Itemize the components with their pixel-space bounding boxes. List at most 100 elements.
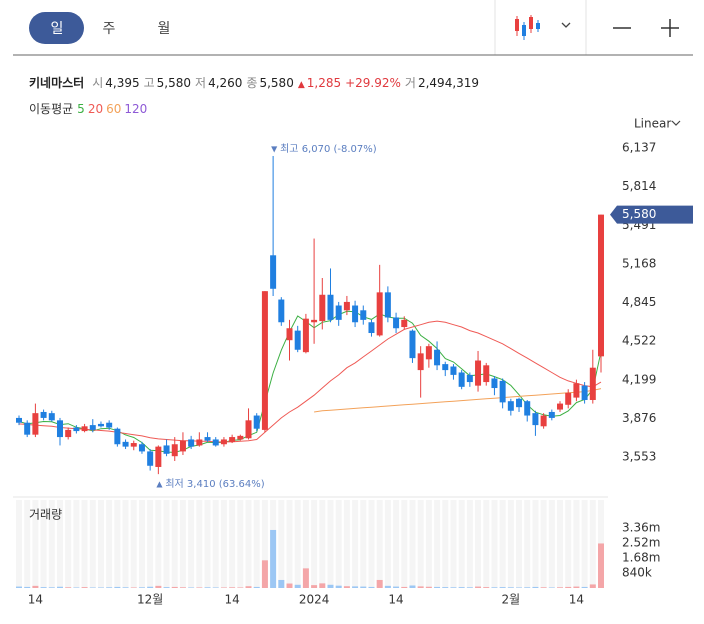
legend-title: 이동평균 [29, 102, 74, 116]
volume-bar [557, 587, 564, 588]
x-tick-label: 14 [224, 593, 239, 607]
legend-item: 60 [106, 102, 122, 116]
candle-body [245, 420, 252, 439]
volume-bar [565, 586, 572, 588]
volume-bar [573, 586, 580, 588]
volume-bar [450, 587, 457, 588]
scale-chevron[interactable] [671, 120, 681, 126]
volume-bar [56, 586, 63, 588]
candle-body [368, 322, 375, 334]
chart-type-chevron[interactable] [561, 22, 571, 28]
candle-body [89, 425, 96, 430]
volume-column-bg [360, 500, 367, 588]
candle-body [48, 413, 55, 421]
tab[interactable]: 주 [103, 21, 116, 37]
volume-column-bg [130, 500, 137, 588]
volume-column-bg [171, 500, 178, 588]
volume-column-bg [466, 500, 473, 588]
volume-bar [163, 587, 170, 588]
volume-bar [73, 587, 80, 588]
candle-body [97, 423, 104, 427]
volume-column-bg [147, 500, 154, 588]
zoom-in[interactable] [661, 19, 679, 37]
volume-bar [384, 585, 391, 588]
volume-bar [97, 587, 104, 588]
volume-bar [114, 586, 121, 588]
volume-bar [204, 587, 211, 588]
tab[interactable]: 월 [158, 21, 171, 37]
volume-tick-label: 840k [622, 566, 652, 580]
volume-column-bg [196, 500, 203, 588]
volume-column-bg [442, 500, 449, 588]
volume-column-bg [48, 500, 55, 588]
field-value: 5,580 [259, 76, 294, 90]
volume-column-bg [475, 500, 482, 588]
volume-column-bg [393, 500, 400, 588]
tab[interactable]: 일 [51, 21, 64, 37]
volume-column-bg [204, 500, 211, 588]
candle-body [81, 426, 88, 432]
volume-column-bg [491, 500, 498, 588]
moving-average-line [314, 388, 602, 413]
volume-column-bg [179, 500, 186, 588]
candle-body [401, 319, 408, 328]
volume-column-bg [483, 500, 490, 588]
change-pct: +29.92% [345, 76, 401, 90]
candle-body [270, 255, 277, 289]
y-tick-label: 3,876 [622, 411, 656, 425]
candle-body [475, 360, 482, 386]
volume-bar [122, 587, 129, 588]
volume-column-bg [278, 500, 285, 588]
volume-column-bg [352, 500, 359, 588]
volume-bar [417, 586, 424, 588]
candle-body [548, 411, 555, 418]
volume-bar [343, 586, 350, 588]
candle-body [360, 310, 367, 320]
candle-body [163, 445, 170, 454]
volume-bar [516, 587, 523, 588]
candle-body [278, 299, 285, 323]
volume-bar [581, 586, 588, 588]
volume-bar [138, 587, 145, 588]
volume-column-bg [89, 500, 96, 588]
volume-column-bg [343, 500, 350, 588]
volume-bar [442, 587, 449, 588]
x-tick-label: 14 [388, 593, 403, 607]
volume-bar [16, 586, 22, 588]
candle-body [450, 366, 457, 375]
volume-bar [352, 586, 359, 588]
volume-bar [245, 586, 252, 588]
volume-bar [261, 560, 268, 588]
volume-bar [491, 587, 498, 588]
volume-bar [507, 587, 514, 588]
candle-body [516, 398, 523, 408]
candle-body [483, 365, 490, 383]
candle-body [598, 214, 604, 357]
volume-bar [302, 568, 309, 588]
legend-item: 5 [77, 102, 85, 116]
chart-type-icon[interactable] [515, 15, 540, 40]
volume-column-bg [122, 500, 129, 588]
candle-body [352, 305, 359, 323]
volume-tick-label: 3.36m [622, 521, 660, 535]
candle-body [40, 411, 47, 418]
candle-body [16, 417, 22, 423]
annotation-marker: ▲ [156, 480, 163, 489]
field-label: 저 [195, 76, 207, 90]
field-label: 시 [92, 76, 104, 90]
volume-column-bg [188, 500, 195, 588]
volume-column-bg [557, 500, 564, 588]
volume-column-bg [450, 500, 457, 588]
field-value: 5,580 [156, 76, 192, 90]
scale-menu[interactable]: Linear [634, 117, 671, 131]
candle-body [343, 301, 350, 311]
volume-column-bg [24, 500, 31, 588]
candle-body [491, 378, 498, 389]
volume-bar [425, 586, 432, 588]
volume-bar [524, 587, 531, 588]
volume-column-bg [540, 500, 547, 588]
volume-column-bg [56, 500, 63, 588]
volume-column-bg [163, 500, 170, 588]
volume-column-bg [155, 500, 162, 588]
volume-bar [335, 585, 342, 588]
